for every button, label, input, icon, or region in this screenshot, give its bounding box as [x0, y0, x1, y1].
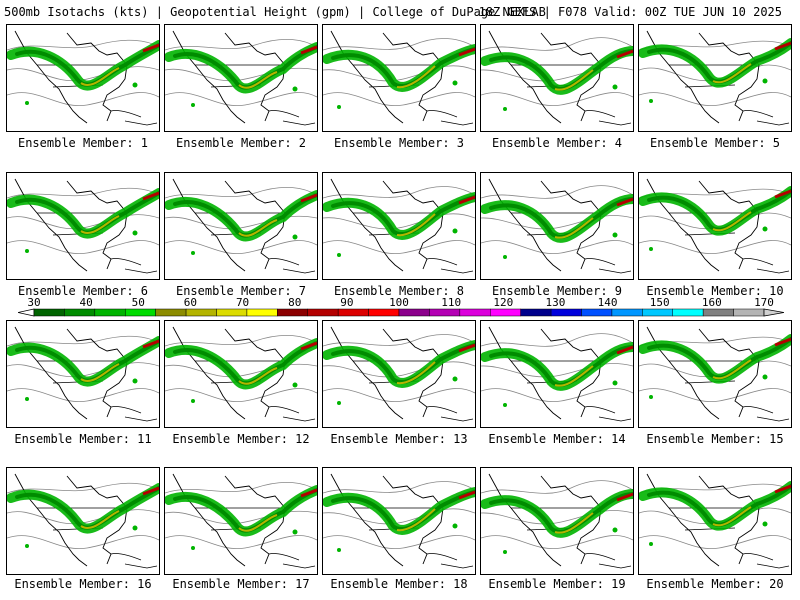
- ensemble-member-map: [322, 172, 476, 280]
- ensemble-member-map: [638, 172, 792, 280]
- ensemble-member-map: [638, 467, 792, 575]
- ensemble-member-label: Ensemble Member: 16: [14, 577, 152, 591]
- ensemble-member-label: Ensemble Member: 8: [333, 284, 465, 298]
- colorbar-segment: [642, 308, 673, 317]
- colorbar-segment: [307, 308, 339, 317]
- ensemble-member-map: [480, 320, 634, 428]
- colorbar-segment: [216, 308, 248, 317]
- colorbar-segment: [155, 308, 187, 317]
- ensemble-member-map: [638, 320, 792, 428]
- ensemble-member-label: Ensemble Member: 20: [646, 577, 784, 591]
- colorbar-segment: [611, 308, 643, 317]
- ensemble-member-label: Ensemble Member: 1: [17, 136, 149, 150]
- ensemble-member-map: [480, 24, 634, 132]
- ensemble-member-label: Ensemble Member: 5: [649, 136, 781, 150]
- ensemble-member-map: [638, 24, 792, 132]
- ensemble-member-label: Ensemble Member: 2: [175, 136, 307, 150]
- colorbar-tick-label: 60: [183, 296, 198, 309]
- colorbar-tick-label: 90: [340, 296, 354, 309]
- colorbar-tick-label: 150: [649, 296, 670, 309]
- colorbar-segment: [398, 308, 430, 317]
- colorbar-tick-label: 40: [79, 296, 93, 309]
- ensemble-member-label: Ensemble Member: 18: [330, 577, 468, 591]
- isotach-colorbar: [18, 308, 784, 317]
- colorbar-segment: [581, 308, 613, 317]
- colorbar-segment: [429, 308, 461, 317]
- ensemble-member-label: Ensemble Member: 13: [330, 432, 468, 446]
- colorbar-tick-label: 120: [493, 296, 514, 309]
- colorbar-tick-label: 80: [288, 296, 302, 309]
- ensemble-member-label: Ensemble Member: 14: [488, 432, 626, 446]
- header-valid-time: 18Z GEFS | F078 Valid: 00Z TUE JUN 10 20…: [478, 5, 782, 19]
- colorbar-segment: [94, 308, 126, 317]
- colorbar-segment: [185, 308, 217, 317]
- colorbar-segment: [125, 308, 156, 317]
- colorbar-left-arrow: [18, 308, 35, 317]
- colorbar-segment: [672, 308, 704, 317]
- colorbar-tick-label: 160: [701, 296, 722, 309]
- ensemble-member-map: [164, 172, 318, 280]
- colorbar-tick-label: 70: [235, 296, 250, 309]
- colorbar-segment: [33, 308, 65, 317]
- header-title: 500mb Isotachs (kts) | Geopotential Heig…: [4, 5, 546, 19]
- colorbar-tick-label: 30: [27, 296, 41, 309]
- colorbar-segment: [64, 308, 96, 317]
- colorbar-tick-label: 100: [389, 296, 409, 309]
- colorbar-right-arrow: [763, 308, 784, 317]
- colorbar-tick-label: 170: [754, 296, 774, 309]
- colorbar-segment: [277, 308, 309, 317]
- colorbar-segment: [490, 308, 521, 317]
- ensemble-member-label: Ensemble Member: 9: [491, 284, 623, 298]
- colorbar-segment: [702, 308, 734, 317]
- ensemble-member-map: [6, 320, 160, 428]
- ensemble-member-map: [322, 24, 476, 132]
- ensemble-member-map: [6, 172, 160, 280]
- colorbar-segment: [733, 308, 765, 317]
- colorbar-segment: [337, 308, 369, 317]
- ensemble-member-label: Ensemble Member: 10: [646, 284, 784, 298]
- colorbar-tick-label: 130: [545, 296, 566, 309]
- map-header: 500mb Isotachs (kts) | Geopotential Heig…: [4, 4, 796, 20]
- ensemble-member-label: Ensemble Member: 12: [172, 432, 310, 446]
- ensemble-member-label: Ensemble Member: 19: [488, 577, 626, 591]
- colorbar-segment: [459, 308, 491, 317]
- ensemble-member-label: Ensemble Member: 17: [172, 577, 310, 591]
- ensemble-member-map: [164, 320, 318, 428]
- ensemble-member-map: [164, 24, 318, 132]
- colorbar-segment: [246, 308, 278, 317]
- colorbar-tick-label: 110: [441, 296, 462, 309]
- ensemble-member-map: [6, 467, 160, 575]
- ensemble-member-map: [322, 467, 476, 575]
- colorbar-segment: [550, 308, 582, 317]
- ensemble-member-label: Ensemble Member: 7: [175, 284, 307, 298]
- ensemble-member-map: [6, 24, 160, 132]
- ensemble-member-map: [480, 467, 634, 575]
- ensemble-member-map: [480, 172, 634, 280]
- ensemble-member-label: Ensemble Member: 4: [491, 136, 623, 150]
- colorbar-segment: [520, 308, 552, 317]
- colorbar-tick-label: 50: [131, 296, 145, 309]
- ensemble-member-label: Ensemble Member: 15: [646, 432, 784, 446]
- colorbar-segment: [368, 308, 400, 317]
- colorbar-tick-label: 140: [597, 296, 618, 309]
- ensemble-member-label: Ensemble Member: 6: [17, 284, 149, 298]
- ensemble-member-map: [322, 320, 476, 428]
- ensemble-member-label: Ensemble Member: 11: [14, 432, 152, 446]
- ensemble-member-label: Ensemble Member: 3: [333, 136, 465, 150]
- ensemble-member-map: [164, 467, 318, 575]
